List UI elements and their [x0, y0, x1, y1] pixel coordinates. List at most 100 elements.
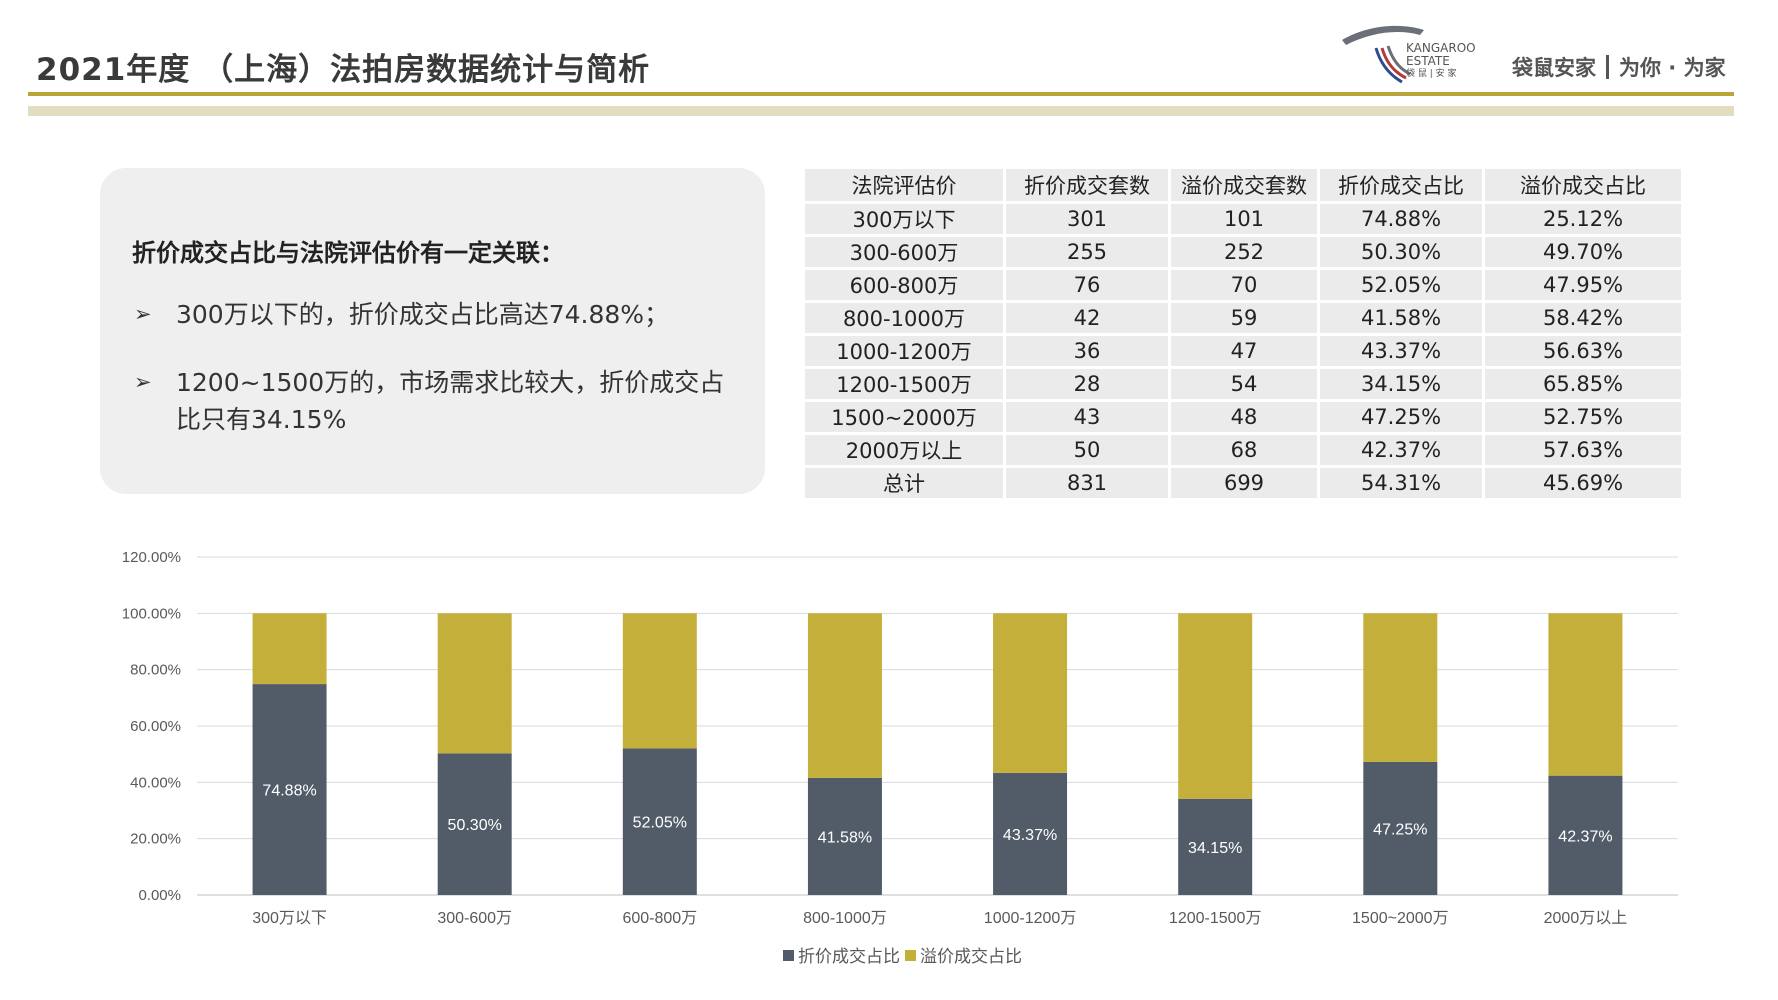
table-cell: 70 — [1171, 270, 1317, 300]
logo-text-cn: 袋 鼠 | 安 家 — [1406, 69, 1457, 79]
summary-bullet-text: 300万以下的，折价成交占比高达74.88%； — [176, 300, 670, 329]
table-row: 800-1000万 42 59 41.58% 58.42% — [805, 303, 1681, 333]
table-cell: 2000万以上 — [805, 435, 1003, 465]
table-cell: 50 — [1006, 435, 1168, 465]
table-cell: 300万以下 — [805, 204, 1003, 234]
x-tick-label: 2000万以上 — [1544, 909, 1628, 927]
y-tick-label: 120.00% — [122, 549, 181, 566]
summary-bullet: ➢ 1200~1500万的，市场需求比较大，折价成交占比只有34.15% — [134, 364, 736, 438]
data-label: 41.58% — [818, 829, 872, 846]
data-label: 50.30% — [448, 817, 502, 834]
table-cell: 1500~2000万 — [805, 402, 1003, 432]
bar-premium — [1178, 613, 1253, 799]
brand-separator — [1606, 55, 1609, 79]
table-cell: 831 — [1006, 468, 1168, 498]
bar-premium — [252, 613, 327, 685]
bar-discount — [252, 684, 327, 895]
table-cell: 47.25% — [1320, 402, 1482, 432]
data-label: 43.37% — [1003, 827, 1057, 844]
table-row: 1500~2000万 43 48 47.25% 52.75% — [805, 402, 1681, 432]
table-cell: 54 — [1171, 369, 1317, 399]
kangaroo-logo-icon — [1342, 25, 1424, 84]
bar-discount — [807, 777, 882, 895]
x-tick-label: 600-800万 — [622, 910, 697, 927]
table-cell: 1200-1500万 — [805, 369, 1003, 399]
data-label: 34.15% — [1188, 840, 1242, 857]
data-label: 47.25% — [1373, 821, 1427, 838]
brand-name: 袋鼠安家 — [1512, 56, 1596, 80]
table-cell: 252 — [1171, 237, 1317, 267]
table-cell: 101 — [1171, 204, 1317, 234]
table-cell: 42.37% — [1320, 435, 1482, 465]
table-row: 1000-1200万 36 47 43.37% 56.63% — [805, 336, 1681, 366]
logo-text-en: KANGAROO ESTATE — [1406, 41, 1476, 68]
table-cell: 28 — [1006, 369, 1168, 399]
table-header-cell: 法院评估价 — [805, 169, 1003, 201]
table-cell: 48 — [1171, 402, 1317, 432]
table-row: 总计 831 699 54.31% 45.69% — [805, 468, 1681, 498]
table-cell: 1000-1200万 — [805, 336, 1003, 366]
table-cell: 54.31% — [1320, 468, 1482, 498]
table-cell: 65.85% — [1485, 369, 1681, 399]
table-cell: 59 — [1171, 303, 1317, 333]
bar-discount — [437, 753, 512, 895]
table-cell: 56.63% — [1485, 336, 1681, 366]
data-label: 74.88% — [262, 783, 316, 800]
bar-premium — [437, 613, 512, 754]
table-cell: 800-1000万 — [805, 303, 1003, 333]
y-tick-label: 20.00% — [130, 831, 181, 848]
legend-swatch — [783, 950, 794, 961]
table-cell: 42 — [1006, 303, 1168, 333]
y-tick-label: 80.00% — [130, 662, 181, 679]
data-label: 52.05% — [633, 815, 687, 832]
bar-premium — [1548, 613, 1623, 776]
bar-discount — [1363, 761, 1438, 895]
table-cell: 47 — [1171, 336, 1317, 366]
bar-discount — [993, 772, 1068, 895]
table-cell: 74.88% — [1320, 204, 1482, 234]
legend-label: 溢价成交占比 — [920, 947, 1022, 967]
table-row: 1200-1500万 28 54 34.15% 65.85% — [805, 369, 1681, 399]
arrow-bullet-icon: ➢ — [134, 302, 152, 326]
table-cell: 57.63% — [1485, 435, 1681, 465]
table-cell: 699 — [1171, 468, 1317, 498]
price-stats-table: 法院评估价 折价成交套数 溢价成交套数 折价成交占比 溢价成交占比 300万以下 301 10… — [802, 166, 1684, 501]
y-tick-label: 60.00% — [130, 718, 181, 735]
table-cell: 41.58% — [1320, 303, 1482, 333]
table-cell: 68 — [1171, 435, 1317, 465]
table-row: 300-600万 255 252 50.30% 49.70% — [805, 237, 1681, 267]
table-header-row: 法院评估价 折价成交套数 溢价成交套数 折价成交占比 溢价成交占比 — [805, 169, 1681, 201]
table-cell: 45.69% — [1485, 468, 1681, 498]
bar-discount — [1178, 798, 1253, 895]
table-cell: 58.42% — [1485, 303, 1681, 333]
header-rule-gold — [28, 92, 1734, 96]
y-tick-label: 40.00% — [130, 774, 181, 791]
data-label: 42.37% — [1558, 828, 1612, 845]
table-cell: 600-800万 — [805, 270, 1003, 300]
table-cell: 301 — [1006, 204, 1168, 234]
brand-slogan: 袋鼠安家 为你 · 为家 — [1512, 52, 1726, 82]
page-title: 2021年度 （上海）法拍房数据统计与简析 — [36, 52, 651, 88]
bar-discount — [1548, 775, 1623, 895]
table-row: 600-800万 76 70 52.05% 47.95% — [805, 270, 1681, 300]
x-tick-label: 1200-1500万 — [1169, 910, 1262, 927]
table-cell: 52.75% — [1485, 402, 1681, 432]
table-cell: 43 — [1006, 402, 1168, 432]
arrow-bullet-icon: ➢ — [134, 370, 152, 394]
x-tick-label: 1000-1200万 — [984, 910, 1077, 927]
header-rule-light — [28, 106, 1734, 116]
table-row: 300万以下 301 101 74.88% 25.12% — [805, 204, 1681, 234]
table-cell: 总计 — [805, 468, 1003, 498]
legend-label: 折价成交占比 — [798, 947, 900, 967]
summary-bullet: ➢ 300万以下的，折价成交占比高达74.88%； — [134, 296, 736, 333]
bar-premium — [993, 613, 1068, 773]
summary-heading: 折价成交占比与法院评估价有一定关联： — [132, 239, 564, 267]
bar-discount — [622, 748, 697, 895]
table-header-cell: 溢价成交套数 — [1171, 169, 1317, 201]
x-tick-label: 300万以下 — [252, 910, 327, 927]
bar-premium — [622, 613, 697, 749]
legend-swatch — [905, 950, 916, 961]
table-cell: 25.12% — [1485, 204, 1681, 234]
table-cell: 76 — [1006, 270, 1168, 300]
